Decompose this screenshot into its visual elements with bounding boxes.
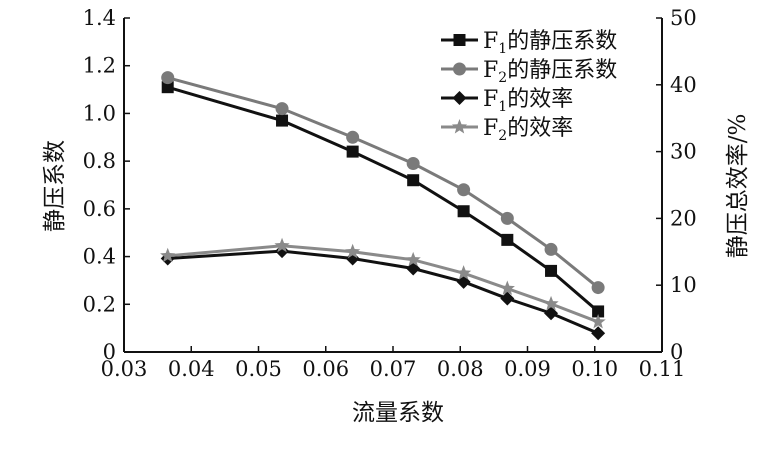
data-point <box>592 305 605 318</box>
y-left-tick-label: 1.4 <box>83 6 116 30</box>
data-point <box>590 313 606 329</box>
data-point <box>501 233 514 246</box>
data-point <box>276 114 289 127</box>
legend-marker <box>452 91 467 105</box>
series-2 <box>161 71 605 295</box>
data-point <box>457 183 471 197</box>
legend-marker <box>451 119 468 134</box>
data-point <box>544 306 559 321</box>
y-left-tick-label: 0.2 <box>83 292 116 316</box>
data-point <box>500 211 514 225</box>
series-line <box>167 85 600 313</box>
x-tick-label: 0.06 <box>302 357 349 381</box>
data-point <box>407 174 420 187</box>
legend-entry-1: F1的静压系数 <box>441 29 617 57</box>
series-line <box>167 244 599 324</box>
data-point <box>275 102 289 116</box>
x-tick-label: 0.03 <box>101 357 148 381</box>
axes: 0.03 0.04 0.05 0.06 0.07 0.08 0.09 0.10 0.1100.2… <box>83 6 697 381</box>
series-1 <box>161 81 605 318</box>
y-right-tick-label: 30 <box>670 140 697 164</box>
data-point <box>160 247 176 263</box>
data-point <box>500 291 515 306</box>
legend-label: F2的静压系数 <box>483 58 617 86</box>
x-tick-label: 0.10 <box>571 357 618 381</box>
data-point <box>346 145 359 158</box>
legend-label: F2的效率 <box>483 116 573 144</box>
data-point <box>275 244 290 259</box>
data-point <box>406 157 420 171</box>
series-3 <box>160 244 606 341</box>
legend-marker <box>453 62 466 76</box>
data-point <box>457 205 470 218</box>
y-right-tick-label: 40 <box>670 73 697 97</box>
plot-series <box>160 71 606 341</box>
y-right-tick-label: 10 <box>670 273 697 297</box>
data-point <box>456 274 471 289</box>
y-axis-right-label: 静压总效率/% <box>725 114 751 259</box>
y-right-tick-label: 0 <box>670 340 683 364</box>
data-point <box>345 243 361 259</box>
legend-entry-2: F2的静压系数 <box>441 58 617 86</box>
legend-label: F1的静压系数 <box>483 29 617 57</box>
data-point <box>545 264 558 277</box>
x-tick-label: 0.05 <box>235 357 282 381</box>
data-point <box>345 251 360 266</box>
x-tick-label: 0.07 <box>370 357 417 381</box>
x-tick-label: 0.11 <box>639 357 686 381</box>
y-right-tick-label: 20 <box>670 206 697 230</box>
series-4 <box>160 237 606 329</box>
x-tick-label: 0.04 <box>168 357 215 381</box>
data-point <box>544 242 558 256</box>
y-left-tick-label: 0.4 <box>83 245 116 269</box>
data-point <box>405 251 421 267</box>
y-right-tick-label: 50 <box>670 6 697 30</box>
series-line <box>167 249 599 335</box>
y-left-tick-label: 0 <box>103 340 116 364</box>
data-point <box>346 130 360 144</box>
data-point <box>543 295 559 311</box>
data-point <box>499 280 515 296</box>
data-point <box>591 281 605 295</box>
y-left-tick-label: 0.6 <box>83 197 116 221</box>
x-tick-label: 0.08 <box>437 357 484 381</box>
y-left-tick-label: 0.8 <box>83 149 116 173</box>
data-point <box>161 81 174 94</box>
y-left-tick-label: 1.0 <box>83 101 116 125</box>
data-point <box>161 71 175 85</box>
data-point <box>591 326 606 341</box>
series-line <box>167 76 600 289</box>
legend-label: F1的效率 <box>483 87 573 115</box>
data-point <box>406 261 421 276</box>
x-tick-label: 0.09 <box>504 357 551 381</box>
x-axis-label: 流量系数 <box>352 400 444 426</box>
legend-entry-3: F1的效率 <box>441 87 573 115</box>
y-axis-left-label: 静压系数 <box>42 140 68 232</box>
legend-entry-4: F2的效率 <box>441 116 573 144</box>
y-left-tick-label: 1.2 <box>83 54 116 78</box>
data-point <box>274 237 290 253</box>
legend-marker <box>453 34 466 46</box>
data-point <box>456 265 472 280</box>
